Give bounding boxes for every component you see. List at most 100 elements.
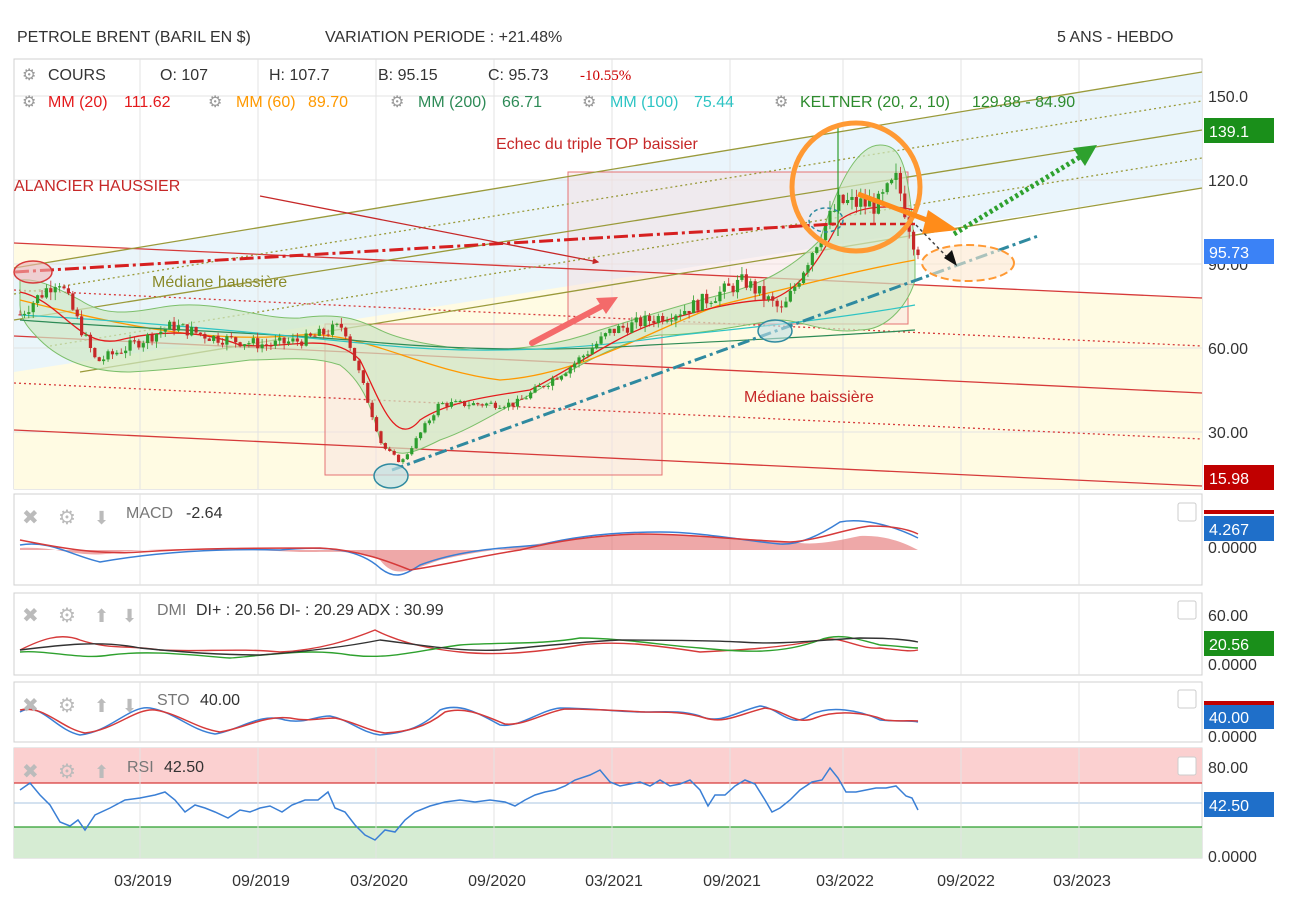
svg-text:15.98: 15.98 xyxy=(1209,471,1249,488)
candle-body xyxy=(529,392,533,399)
dmi-checkbox[interactable] xyxy=(1177,600,1197,620)
candle-body xyxy=(445,403,449,407)
gear-icon[interactable]: ⚙ xyxy=(774,94,788,111)
candle-body xyxy=(326,334,330,336)
candle-body xyxy=(612,328,616,334)
candle-body xyxy=(278,337,282,341)
candle-body xyxy=(564,373,568,377)
candle-body xyxy=(185,324,189,336)
arrow-down-icon[interactable]: ⬇ xyxy=(94,508,109,528)
candle-body xyxy=(207,338,211,341)
gear-icon[interactable]: ⚙ xyxy=(58,695,76,717)
candle-body xyxy=(97,357,101,362)
rsi-tag-value: 42.50 xyxy=(1209,798,1249,815)
candle-body xyxy=(546,385,550,387)
candle-body xyxy=(168,321,172,330)
decline-arrow xyxy=(857,191,958,234)
x-tick-label: 03/2022 xyxy=(816,873,874,890)
candle-body xyxy=(678,314,682,316)
candle-body xyxy=(744,274,748,288)
candle-body xyxy=(339,323,343,328)
candle-body xyxy=(779,306,784,308)
candle-body xyxy=(568,367,572,374)
gear-icon[interactable]: ⚙ xyxy=(582,94,596,111)
rsi-panel: ✖ ⚙ ⬆ RSI 42.50 80.00 42.50 0.0000 xyxy=(13,747,1274,866)
candle-body xyxy=(577,357,581,364)
candle-body xyxy=(432,415,436,421)
mm20-line xyxy=(19,206,916,430)
candle-body xyxy=(405,454,409,460)
candle-body xyxy=(141,343,145,348)
candle-body xyxy=(282,337,286,344)
candle-body xyxy=(264,344,269,346)
close-icon[interactable]: ✖ xyxy=(22,507,39,529)
candle-body xyxy=(674,315,678,321)
candle-body xyxy=(771,296,775,301)
dmi-tag xyxy=(1204,631,1274,656)
candle-body xyxy=(586,354,590,356)
gear-icon[interactable]: ⚙ xyxy=(22,94,36,111)
candle-body xyxy=(212,335,216,341)
candle-body xyxy=(559,376,564,380)
candle-body xyxy=(27,312,31,314)
target-ellipse xyxy=(921,244,1015,282)
gear-icon[interactable]: ⚙ xyxy=(58,761,76,783)
keltner-value: 129.88 - 84.90 xyxy=(972,94,1075,111)
candle-body xyxy=(485,403,489,406)
arrow-down-icon[interactable]: ⬇ xyxy=(122,606,137,626)
candle-body xyxy=(797,283,801,287)
close-icon[interactable]: ✖ xyxy=(22,761,39,783)
rsi-label: RSI xyxy=(127,759,154,776)
mm60-label: MM (60) xyxy=(236,94,296,111)
candle-body xyxy=(476,403,480,405)
sto-tag xyxy=(1204,705,1274,729)
candle-body xyxy=(361,370,365,384)
close-icon[interactable]: ✖ xyxy=(22,695,39,717)
candle-body xyxy=(493,402,498,408)
candle-body xyxy=(396,454,401,463)
candle-body xyxy=(172,321,176,331)
arrow-up-icon[interactable]: ⬆ xyxy=(94,696,109,716)
candle-body xyxy=(709,302,713,304)
candle-body xyxy=(291,338,295,342)
candle-body xyxy=(630,322,634,333)
dmi-axis-top: 60.00 xyxy=(1208,608,1248,625)
candle-body xyxy=(392,450,396,455)
balancier-arrow xyxy=(259,195,600,265)
candle-body xyxy=(388,448,392,451)
candle-body xyxy=(220,342,225,345)
gear-icon[interactable]: ⚙ xyxy=(390,94,404,111)
sto-panel: ✖ ⚙ ⬆ ⬇ STO 40.00 40.00 0.0000 xyxy=(13,681,1274,746)
rsi-checkbox[interactable] xyxy=(1177,756,1197,776)
arrow-up-icon[interactable]: ⬆ xyxy=(94,762,109,782)
candle-body xyxy=(75,309,79,317)
candle-body xyxy=(454,401,458,403)
candle-body xyxy=(837,194,841,211)
rsi-value: 42.50 xyxy=(164,759,204,776)
candle-body xyxy=(357,360,361,371)
sto-checkbox[interactable] xyxy=(1177,689,1197,709)
candle-body xyxy=(806,265,810,273)
descending-fork xyxy=(13,242,1203,487)
gear-icon[interactable]: ⚙ xyxy=(208,94,222,111)
gear-icon[interactable]: ⚙ xyxy=(22,67,36,84)
top-circle xyxy=(789,120,923,254)
arrow-down-icon[interactable]: ⬇ xyxy=(122,696,137,716)
period-variation: VARIATION PERIODE : +21.48% xyxy=(325,29,563,46)
macd-checkbox[interactable] xyxy=(1177,502,1197,522)
candle-body xyxy=(542,386,546,388)
mm60-value: 89.70 xyxy=(308,94,348,111)
candle-body xyxy=(273,340,277,346)
candle-body xyxy=(810,253,814,266)
candle-body xyxy=(119,352,123,354)
gear-icon[interactable]: ⚙ xyxy=(58,605,76,627)
candle-body xyxy=(423,423,427,433)
close-icon[interactable]: ✖ xyxy=(22,605,39,627)
arrow-up-icon[interactable]: ⬆ xyxy=(94,606,109,626)
candle-body xyxy=(300,341,304,346)
gear-icon[interactable]: ⚙ xyxy=(58,507,76,529)
y-tick-label: 60.00 xyxy=(1208,341,1248,358)
candle-body xyxy=(308,333,313,336)
candle-body xyxy=(40,295,44,298)
